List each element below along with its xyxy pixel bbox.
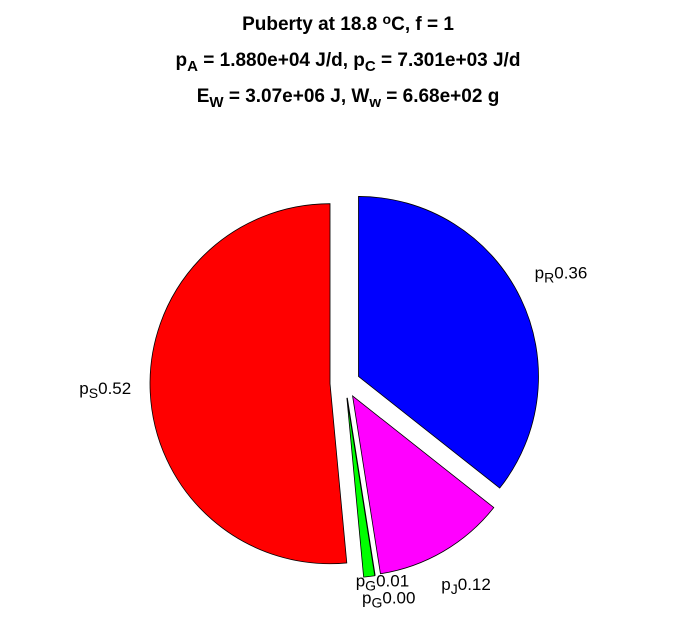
slice-label: pJ0.12 [441, 575, 491, 597]
label-subscript: G [365, 578, 376, 594]
label-subscript: R [544, 270, 554, 286]
slice-label: pS0.52 [79, 379, 131, 401]
title-part: = 1.880e+04 J/d, p [198, 50, 365, 71]
label-value: 0.36 [554, 263, 587, 282]
title-part: w [368, 94, 381, 111]
label-symbol: p [362, 589, 371, 608]
pie-slice [346, 397, 376, 576]
pie-slice [149, 203, 348, 565]
slice-label: pR0.36 [535, 263, 588, 285]
label-value: 0.01 [376, 571, 409, 590]
title-part: C, f = 1 [391, 14, 454, 35]
label-value: 0.12 [458, 575, 491, 594]
label-subscript: J [451, 581, 458, 597]
label-symbol: p [356, 571, 365, 590]
label-subscript: S [89, 385, 98, 401]
slice-label: pG0.01 [356, 571, 409, 593]
pie-slice [358, 196, 539, 489]
title-part: = 6.68e+02 g [381, 86, 499, 107]
title-part: E [197, 86, 210, 107]
slice-label: pG0.00 [362, 589, 415, 611]
label-symbol: p [535, 263, 544, 282]
label-symbol: p [79, 379, 88, 398]
chart-title: Puberty at 18.8 oC, f = 1 [242, 11, 454, 35]
title-part: = 3.07e+06 J, W [224, 86, 370, 107]
title-part: Puberty at 18.8 [242, 14, 382, 35]
label-symbol: p [441, 575, 450, 594]
label-subscript: G [371, 595, 382, 611]
title-part: p [176, 50, 188, 71]
chart-title: pA = 1.880e+04 J/d, pC = 7.301e+03 J/d [176, 50, 521, 75]
pie-slice [352, 395, 495, 575]
title-part: C [365, 58, 376, 75]
label-value: 0.00 [382, 589, 415, 608]
title-part: A [187, 58, 198, 75]
label-value: 0.52 [98, 379, 131, 398]
title-part: o [383, 11, 392, 27]
title-part: W [209, 94, 224, 111]
pie-slice [346, 397, 376, 578]
title-part: = 7.301e+03 J/d [376, 50, 521, 71]
chart-title: EW = 3.07e+06 J, Ww = 6.68e+02 g [197, 86, 500, 111]
